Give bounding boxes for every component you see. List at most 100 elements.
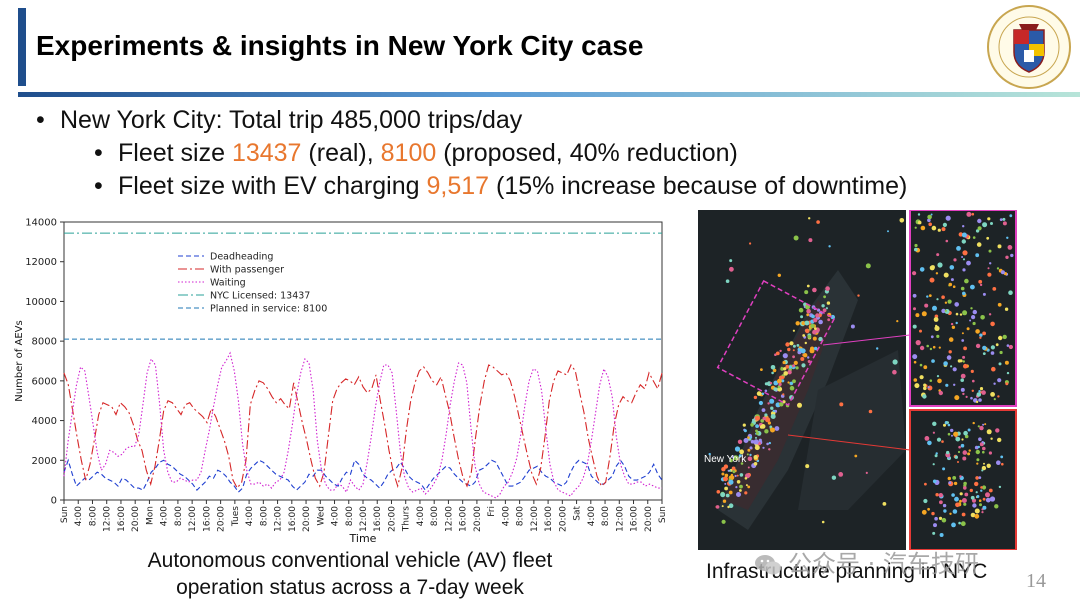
map-point: [768, 448, 771, 451]
map-point: [951, 493, 955, 497]
map-point: [927, 214, 932, 220]
map-point: [980, 315, 985, 320]
map-point: [927, 218, 931, 223]
map-point: [965, 395, 968, 398]
page-number: 14: [1026, 570, 1046, 592]
map-point: [932, 531, 936, 535]
map-point: [724, 482, 727, 485]
map-point: [970, 512, 976, 518]
map-point: [792, 349, 795, 352]
map-point: [963, 430, 968, 436]
map-point: [749, 453, 752, 457]
map-point: [914, 226, 917, 229]
map-point: [946, 355, 952, 360]
map-point: [988, 451, 992, 455]
y-tick-label: 12000: [25, 257, 57, 268]
map-point: [798, 346, 801, 349]
map-point: [928, 222, 932, 227]
map-point: [969, 319, 972, 322]
map-point: [956, 246, 961, 251]
map-point: [934, 516, 938, 521]
fleet-size-ev-value: 9,517: [426, 172, 490, 200]
map-point: [963, 502, 967, 506]
map-point: [950, 365, 953, 368]
x-axis-label: Time: [349, 532, 377, 545]
map-point: [952, 509, 958, 514]
map-point: [739, 489, 742, 492]
map-point: [941, 227, 946, 232]
map-point: [770, 414, 776, 419]
map-point: [912, 354, 918, 360]
map-point: [949, 512, 952, 515]
map-point: [914, 383, 920, 389]
map-point: [814, 327, 817, 330]
map-point: [808, 217, 811, 220]
map-point: [728, 490, 733, 495]
map-point: [808, 238, 813, 243]
map-point: [812, 336, 817, 341]
x-tick-label: 16:00: [544, 506, 554, 532]
title-underline-gradient: [18, 92, 1080, 97]
map-point: [959, 475, 962, 478]
map-point: [850, 324, 855, 329]
map-point: [978, 499, 982, 503]
map-point: [932, 345, 936, 349]
chart-caption: Autonomous conventional vehicle (AV) fle…: [130, 547, 570, 601]
map-point: [946, 450, 950, 455]
map-point: [937, 262, 943, 268]
map-point: [1000, 270, 1005, 275]
map-point: [989, 496, 996, 502]
x-tick-label: 20:00: [131, 506, 141, 532]
map-point: [813, 318, 818, 323]
map-point: [769, 381, 773, 385]
map-point: [990, 222, 993, 225]
bullet-1-text: New York City: Total trip 485,000 trips/…: [60, 106, 523, 134]
map-point: [756, 391, 762, 396]
map-point: [975, 449, 980, 455]
map-point: [1005, 382, 1009, 386]
map-point: [952, 367, 957, 372]
map-point: [955, 502, 960, 508]
map-point: [998, 335, 1003, 341]
map-point: [972, 236, 976, 239]
map-point: [730, 473, 734, 477]
map-point: [779, 349, 782, 353]
x-tick-label: 4:00: [416, 506, 426, 526]
series-line-with-passenger: [63, 363, 663, 490]
map-point: [816, 220, 820, 224]
x-tick-label: 20:00: [473, 506, 483, 532]
x-tick-label: 12:00: [530, 506, 540, 532]
map-point: [727, 505, 730, 509]
legend-label: NYC Licensed: 13437: [210, 291, 310, 302]
bullet-3-text-a: Fleet size with EV charging: [118, 172, 427, 200]
map-point: [753, 455, 758, 460]
map-point: [923, 498, 928, 504]
map-point: [838, 472, 844, 477]
map-point: [998, 362, 1002, 366]
map-point: [978, 390, 981, 393]
map-point: [960, 373, 966, 379]
map-point: [807, 360, 811, 363]
map-point: [1002, 217, 1006, 221]
map-point: [923, 386, 927, 391]
map-point: [975, 329, 980, 334]
map-point: [961, 512, 966, 517]
map-point: [762, 416, 766, 421]
map-point: [747, 485, 751, 489]
map-point: [962, 456, 967, 461]
map-point: [964, 278, 969, 284]
map-point: [954, 395, 960, 401]
map-point: [772, 368, 777, 373]
map-point: [979, 283, 983, 287]
series-line-waiting: [63, 351, 662, 499]
map-point: [782, 353, 788, 359]
map-point: [974, 513, 980, 519]
map-point: [929, 379, 933, 382]
map-point: [987, 267, 990, 270]
watermark-text: 公众号 · 汽车技研: [788, 550, 979, 578]
x-tick-label: 4:00: [331, 506, 341, 526]
map-point: [926, 344, 929, 348]
map-point: [981, 441, 984, 444]
map-point: [981, 485, 987, 490]
map-point: [943, 423, 946, 427]
